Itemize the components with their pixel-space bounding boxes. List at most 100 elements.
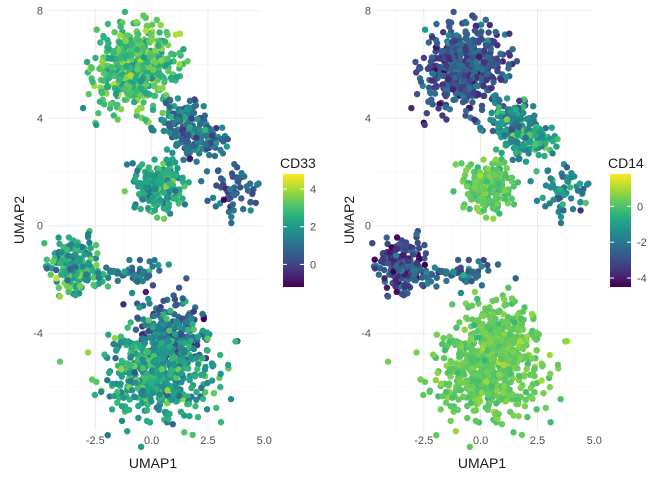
- cell-point: [539, 362, 546, 369]
- cell-point: [464, 414, 471, 422]
- cell-point: [482, 16, 489, 23]
- cell-point: [203, 168, 211, 175]
- cell-point: [206, 151, 213, 159]
- cell-point: [489, 297, 496, 305]
- cell-point: [533, 379, 541, 387]
- cell-point: [121, 86, 128, 93]
- cell-point: [414, 239, 421, 246]
- cell-point: [460, 204, 467, 211]
- cell-point: [96, 65, 103, 73]
- cell-point: [56, 358, 64, 365]
- cell-point: [444, 47, 451, 54]
- cell-point: [203, 406, 211, 413]
- cell-point: [152, 59, 159, 66]
- cell-point: [522, 388, 530, 396]
- cell-point: [124, 428, 131, 435]
- cell-point: [517, 315, 525, 322]
- cell-point: [478, 21, 485, 28]
- cell-point: [169, 421, 176, 428]
- cell-point: [487, 334, 494, 342]
- cell-point: [439, 47, 446, 55]
- cell-point: [520, 345, 527, 353]
- cell-point: [510, 359, 518, 366]
- cell-point: [104, 432, 111, 439]
- cell-point: [204, 197, 211, 204]
- cell-point: [502, 318, 509, 325]
- cell-point: [160, 354, 167, 361]
- cell-point: [225, 361, 232, 368]
- cell-point: [383, 284, 391, 291]
- cell-point: [497, 50, 504, 57]
- cell-point: [384, 260, 392, 267]
- cell-point: [462, 112, 469, 119]
- cell-point: [139, 356, 146, 363]
- cell-point: [126, 256, 133, 264]
- cell-point: [477, 172, 484, 179]
- cell-point: [199, 371, 207, 379]
- cell-point: [89, 78, 96, 86]
- cell-point: [168, 50, 175, 57]
- cell-point: [140, 316, 147, 323]
- cell-point: [418, 274, 426, 281]
- cell-point: [381, 266, 388, 274]
- cell-point: [425, 39, 432, 46]
- cell-point: [41, 240, 48, 247]
- cell-point: [583, 181, 591, 188]
- cell-point: [217, 175, 225, 182]
- cell-point: [64, 246, 71, 254]
- cell-point: [190, 109, 198, 117]
- cell-point: [113, 346, 120, 353]
- cell-point: [542, 404, 549, 412]
- cell-point: [489, 354, 496, 361]
- cell-point: [508, 136, 515, 143]
- cell-point: [465, 256, 472, 264]
- cell-point: [478, 263, 485, 270]
- cell-point: [58, 249, 65, 256]
- cell-point: [65, 288, 72, 296]
- cell-point: [527, 384, 534, 392]
- cell-point: [446, 366, 454, 373]
- cell-point: [190, 345, 197, 353]
- cell-point: [137, 205, 144, 213]
- cell-point: [112, 90, 120, 98]
- cell-point: [139, 278, 146, 285]
- cell-point: [568, 170, 575, 177]
- cell-point: [412, 277, 419, 284]
- cell-point: [466, 443, 474, 450]
- cell-point: [149, 389, 157, 397]
- cell-point: [556, 186, 564, 193]
- cell-point: [525, 126, 533, 134]
- cell-point: [175, 284, 183, 291]
- cell-point: [135, 402, 142, 410]
- cell-point: [105, 331, 112, 338]
- cell-point: [457, 387, 465, 394]
- panel-cd33-points: [41, 8, 262, 450]
- cell-point: [514, 131, 521, 138]
- cell-point: [542, 182, 550, 189]
- cell-point: [203, 329, 211, 336]
- cell-point: [128, 52, 135, 59]
- cell-point: [463, 385, 470, 392]
- cell-point: [94, 250, 101, 257]
- cell-point: [176, 392, 183, 400]
- cell-point: [449, 86, 457, 93]
- cell-point: [90, 274, 97, 281]
- cell-point: [485, 267, 492, 274]
- cell-point: [217, 383, 224, 391]
- cell-point: [451, 37, 458, 45]
- cell-point: [145, 272, 153, 279]
- x-tick-label: 2.5: [200, 435, 215, 447]
- cell-point: [492, 28, 499, 36]
- panel-cd14-x-ticks: -2.5 0.0 2.5 5.0: [414, 435, 602, 447]
- cell-point: [439, 112, 446, 119]
- cell-point: [477, 124, 484, 131]
- cell-point: [452, 428, 460, 435]
- cell-point: [105, 40, 112, 47]
- panel-cd14: -2.5 0.0 2.5 5.0 8 4 0 -4 UMAP1 UMAP2 CD14 0 -2…: [341, 6, 647, 471]
- cell-point: [480, 156, 487, 163]
- cell-point: [115, 47, 122, 54]
- cell-point: [467, 161, 475, 168]
- cell-point: [232, 338, 239, 345]
- cell-point: [487, 57, 494, 64]
- cell-point: [405, 283, 412, 290]
